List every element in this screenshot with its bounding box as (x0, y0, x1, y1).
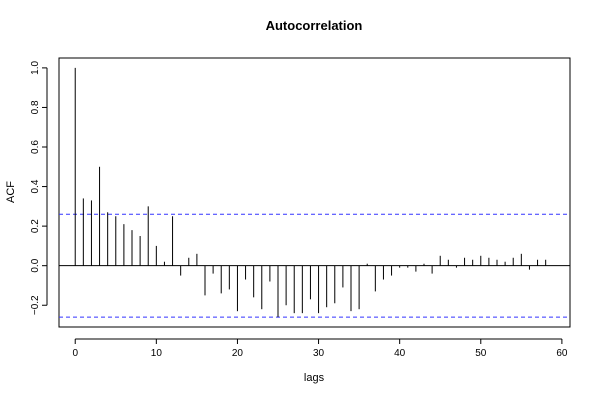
x-tick-label: 50 (475, 348, 487, 359)
plot-area (59, 67, 570, 318)
x-tick-label: 0 (72, 348, 78, 359)
y-tick-label: 0.4 (30, 179, 41, 193)
x-axis: 0 10 20 30 40 50 60 (72, 338, 568, 359)
y-tick-label: −0.2 (30, 295, 41, 315)
chart-title: Autocorrelation (266, 18, 363, 33)
y-axis: −0.2 0.0 0.2 0.4 0.6 0.8 1.0 (30, 61, 48, 315)
plot-frame (58, 57, 571, 328)
x-tick-label: 30 (313, 348, 325, 359)
y-tick-label: 0.0 (30, 258, 41, 272)
x-tick-label: 20 (232, 348, 244, 359)
y-tick-label: 0.2 (30, 219, 41, 233)
x-tick-label: 60 (556, 348, 568, 359)
y-tick-label: 0.6 (30, 140, 41, 154)
x-tick-label: 10 (151, 348, 163, 359)
y-axis-label: ACF (5, 181, 17, 203)
x-tick-label: 40 (394, 348, 406, 359)
x-axis-label: lags (304, 372, 325, 384)
y-tick-label: 1.0 (30, 61, 41, 75)
y-tick-label: 0.8 (30, 100, 41, 114)
